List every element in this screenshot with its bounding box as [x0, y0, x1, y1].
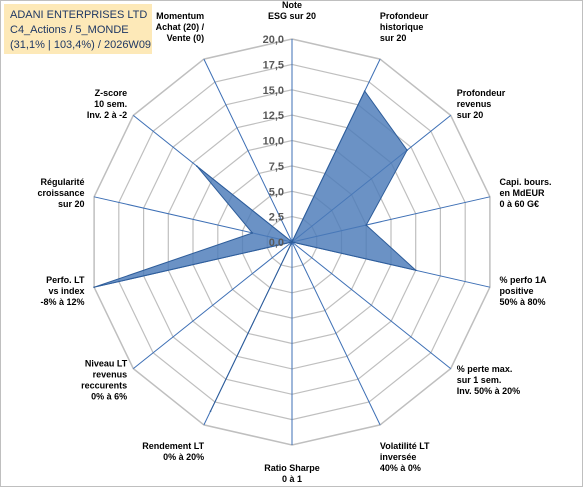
axis-label: % perfo 1A positive 50% à 80%	[500, 275, 548, 307]
radar-tick-labels: 0,0 2,5 5,0 7,5 10,0 12,5 15,0 17,5 20,0	[263, 34, 284, 249]
axis-label: Momentum Achat (20) / Vente (0)	[156, 11, 205, 43]
axis-label: Z-score 10 sem. Inv. 2 à -2	[87, 88, 127, 120]
series-point	[209, 410, 212, 413]
axis-spoke	[291, 241, 381, 426]
axis-spoke	[132, 241, 293, 369]
axis-label: % perte max. sur 1 sem. Inv. 50% à 20%	[457, 364, 520, 396]
axis-label: Régularité croissance sur 20	[37, 177, 84, 209]
axis-label: Rendement LT 0% à 20%	[142, 441, 204, 462]
tick-label: 17,5	[263, 59, 284, 71]
chart-title-line-1: ADANI ENTERPRISES LTD	[10, 9, 148, 21]
series-point	[363, 90, 366, 92]
axis-label: Profondeur revenus sur 20	[457, 88, 506, 120]
series-area	[93, 90, 418, 412]
series-point	[365, 224, 368, 226]
tick-label: 2,5	[269, 212, 284, 224]
chart-title-line-2: C4_Actions / 5_MONDE	[10, 24, 129, 36]
axis-label: Note ESG sur 20	[268, 1, 316, 21]
series-point	[414, 269, 417, 272]
radar-series	[93, 90, 418, 413]
chart-title-box: ADANI ENTERPRISES LTD C4_Actions / 5_MON…	[4, 4, 152, 54]
tick-label: 20,0	[263, 34, 284, 46]
series-point	[406, 149, 408, 151]
axis-label: Capi. bours. en MdEUR 0 à 60 G€	[500, 177, 552, 209]
axis-spoke	[203, 58, 293, 243]
chart-title-line-3: (31,1% | 103,4%) / 2026W09	[10, 39, 152, 51]
axis-label: Profondeur historique sur 20	[380, 11, 429, 43]
tick-label: 5,0	[269, 186, 284, 198]
axis-label: Niveau LT revenus reccurents 0% à 6%	[81, 358, 128, 401]
tick-label: 15,0	[263, 85, 284, 97]
series-point	[93, 286, 95, 289]
tick-label: 10,0	[263, 136, 284, 148]
axis-label: Perfo. LT vs index -8% à 12%	[40, 275, 85, 307]
radar-axis-labels: Note ESG sur 20 Profondeur historique sur 20…	[37, 1, 551, 484]
series-point	[251, 232, 254, 234]
tick-label: 12,5	[263, 110, 284, 122]
series-point	[196, 165, 198, 167]
axis-label: Ratio Sharpe 0 à 1	[264, 463, 320, 484]
tick-label: 7,5	[269, 161, 284, 173]
tick-label: 0,0	[269, 237, 284, 249]
axis-label: Volatilité LT inversée 40% à 0%	[380, 441, 430, 473]
series-point	[291, 241, 293, 243]
axis-spoke	[291, 241, 452, 369]
